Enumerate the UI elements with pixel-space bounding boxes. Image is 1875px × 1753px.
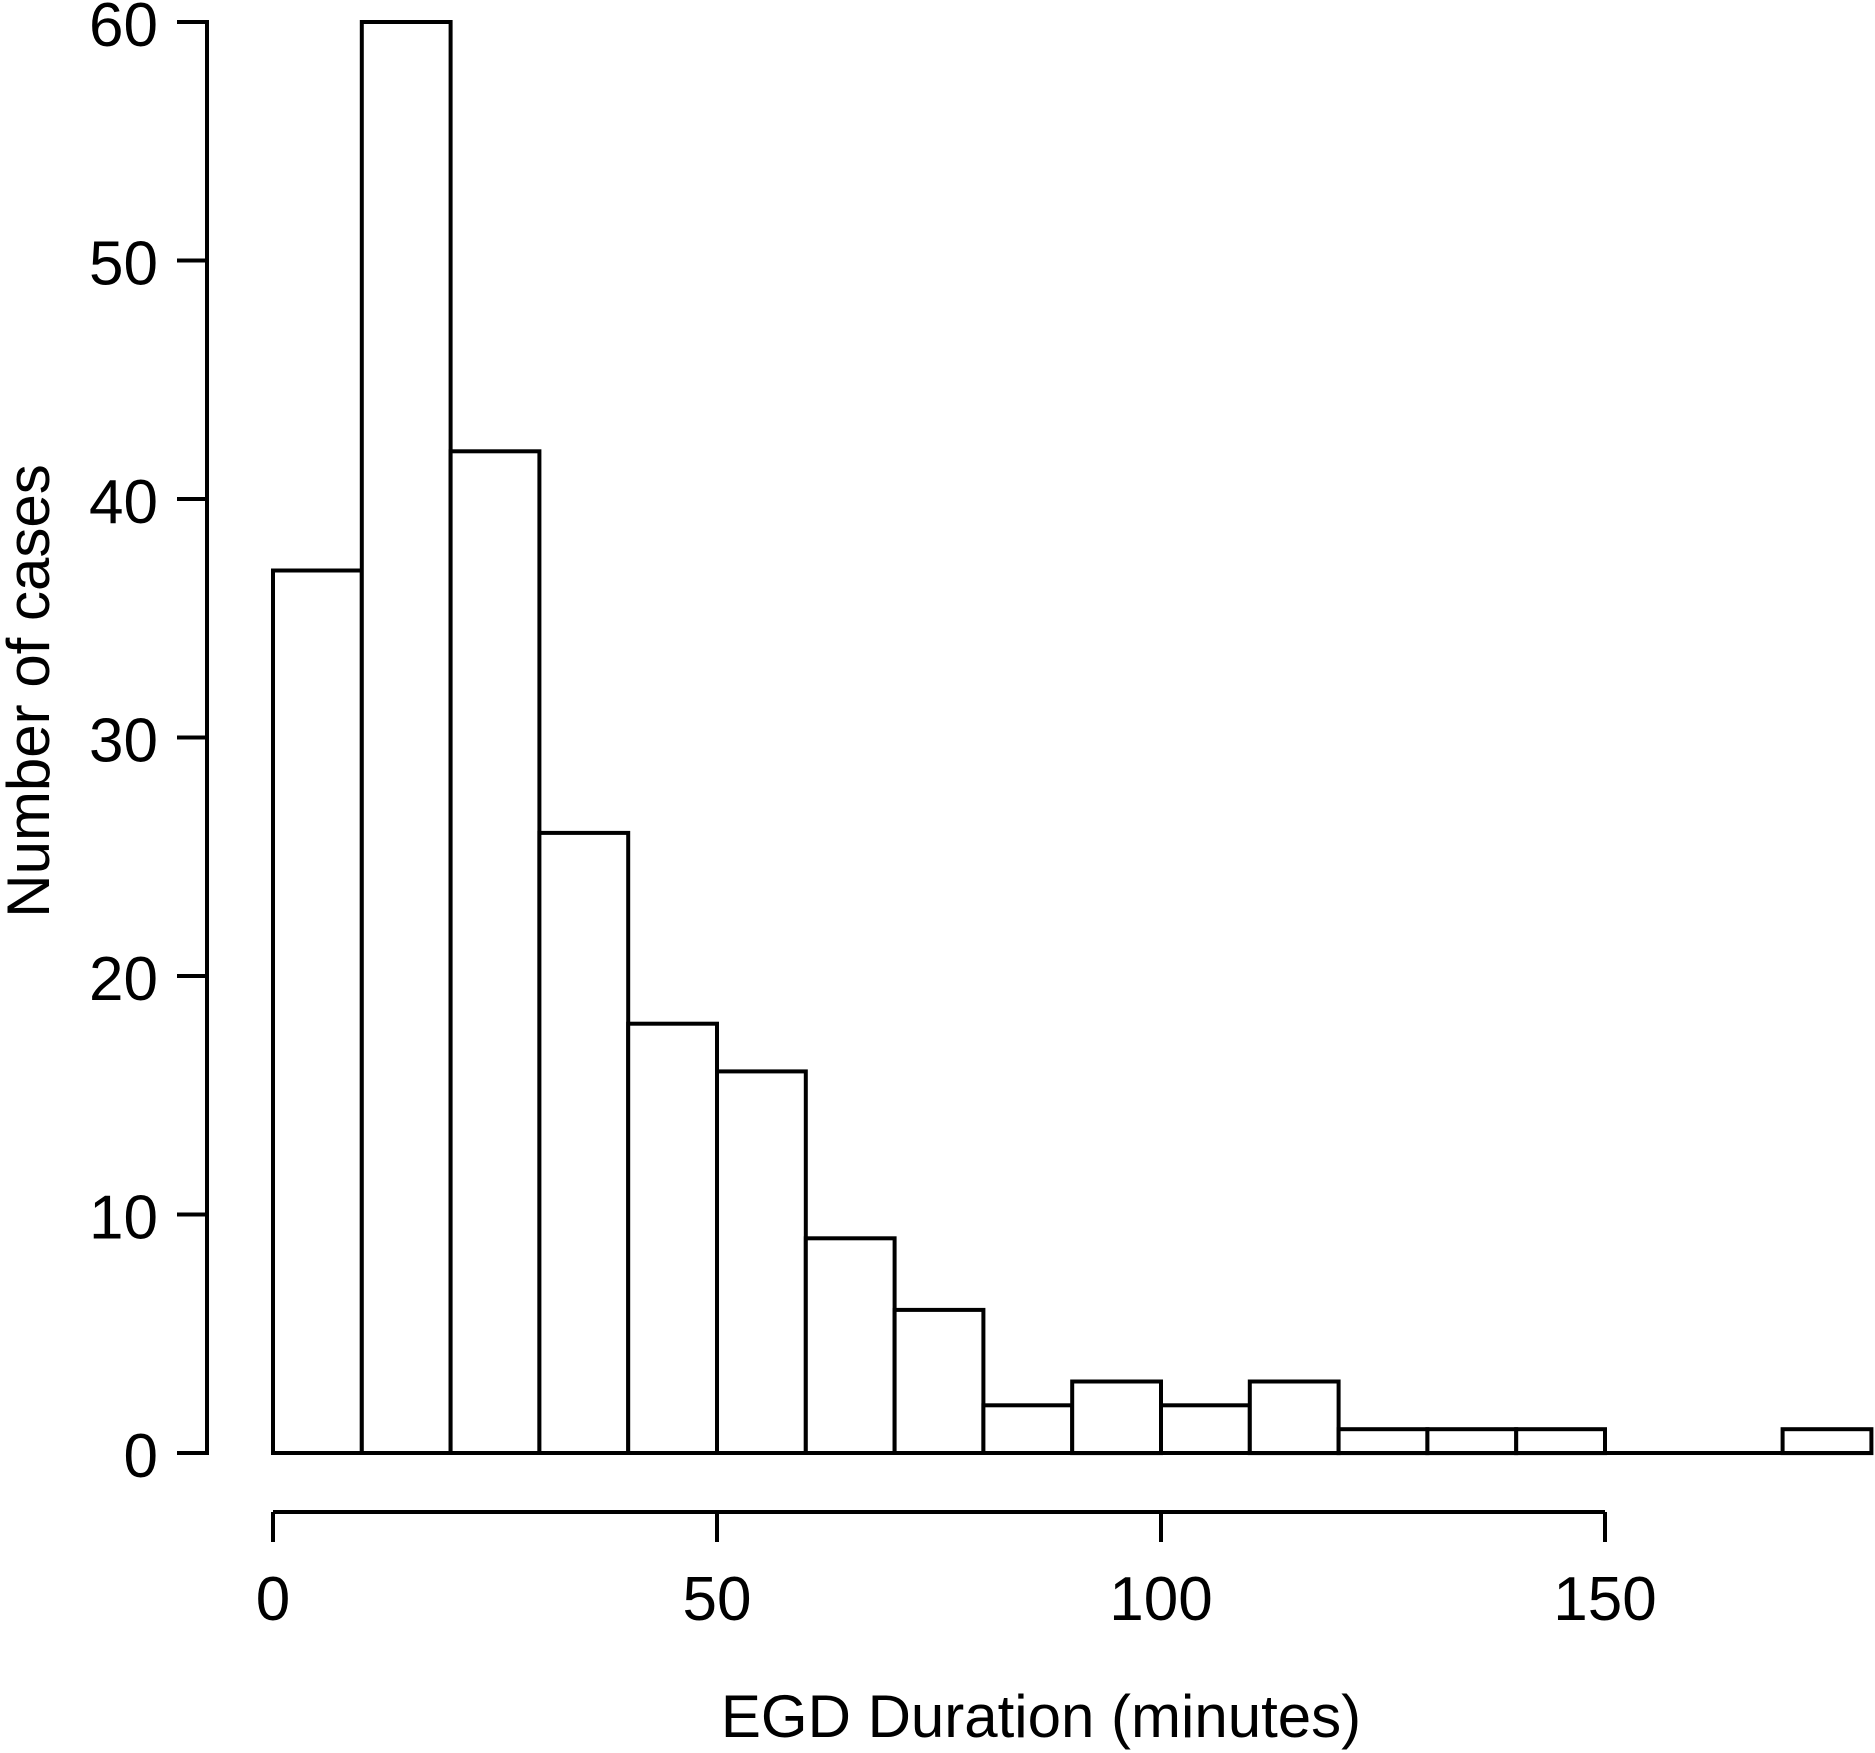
histogram-bar (981, 1403, 1075, 1456)
y-tick-label: 50 (89, 230, 158, 299)
x-tick-label: 0 (256, 1565, 290, 1634)
x-tick-label: 100 (1109, 1565, 1212, 1634)
y-axis-title: Number of cases (0, 464, 62, 918)
y-tick-label: 30 (89, 707, 158, 776)
histogram-bar (1780, 1427, 1874, 1456)
y-tick-label: 60 (89, 0, 158, 60)
histogram-bar (537, 830, 631, 1455)
histogram-bar (1247, 1379, 1341, 1456)
x-tick-label: 50 (683, 1565, 752, 1634)
histogram-bar (715, 1069, 808, 1456)
y-tick-label: 10 (89, 1184, 158, 1253)
histogram-bar (1425, 1427, 1519, 1456)
y-tick-label: 20 (89, 945, 158, 1014)
histogram-bar (1336, 1427, 1430, 1456)
histogram-bar (1514, 1427, 1607, 1456)
histogram-bar (448, 449, 542, 1455)
histogram-bar (1159, 1403, 1252, 1456)
y-tick-label: 40 (89, 468, 158, 537)
histogram-bar (1070, 1379, 1163, 1456)
y-axis-tick-labels: 0 10 20 30 40 50 60 (89, 0, 158, 1491)
x-axis-title: EGD Duration (minutes) (721, 1683, 1361, 1750)
histogram-bar (626, 1021, 720, 1455)
histogram-bar (359, 20, 453, 1455)
histogram-bar (271, 568, 364, 1455)
x-axis-ticks (271, 1512, 1607, 1542)
x-axis-tick-labels: 0 50 100 150 (256, 1565, 1657, 1634)
x-tick-label: 150 (1553, 1565, 1656, 1634)
histogram-bar (803, 1236, 897, 1456)
histogram-bar (892, 1307, 986, 1456)
y-tick-label: 0 (124, 1422, 158, 1491)
bars-group (271, 20, 1874, 1456)
y-axis-ticks (177, 20, 207, 1455)
